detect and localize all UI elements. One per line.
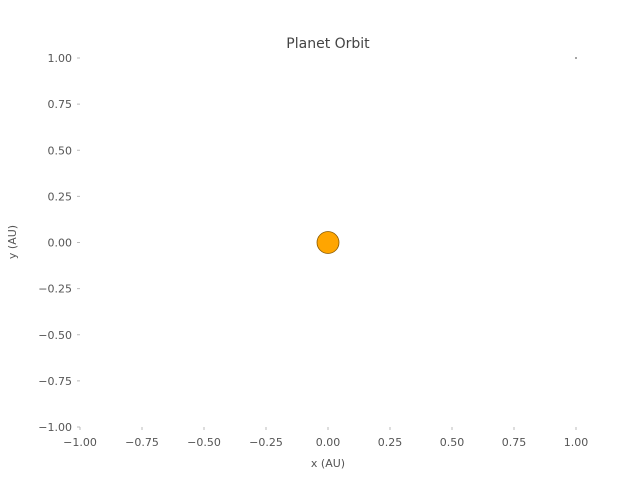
y-tick-label: −0.25 xyxy=(38,283,72,296)
x-tick-label: 0.00 xyxy=(316,436,341,449)
x-axis: −1.00 −0.75 −0.50 −0.25 0.00 0.25 0.50 0.75 1.00 xyxy=(63,427,588,449)
planet-marker xyxy=(575,57,577,59)
data-points xyxy=(316,57,577,254)
y-tick-label: 1.00 xyxy=(48,52,73,65)
x-tick-label: −0.25 xyxy=(249,436,283,449)
x-tick-label: −1.00 xyxy=(63,436,97,449)
y-axis: −1.00 −0.75 −0.50 −0.25 0.00 0.25 0.50 0.75 1.00 xyxy=(38,52,80,434)
x-tick-label: 0.50 xyxy=(440,436,465,449)
y-tick-label: −1.00 xyxy=(38,421,72,434)
chart-title: Planet Orbit xyxy=(286,36,370,52)
y-tick-label: 0.75 xyxy=(48,98,73,111)
y-tick-label: −0.75 xyxy=(38,375,72,388)
y-tick-label: −0.50 xyxy=(38,329,72,342)
y-tick-label: 0.00 xyxy=(48,237,73,250)
x-axis-label: x (AU) xyxy=(311,457,345,470)
x-tick-label: −0.75 xyxy=(125,436,159,449)
x-tick-label: 0.25 xyxy=(378,436,403,449)
y-axis-label: y (AU) xyxy=(6,225,19,259)
star-marker xyxy=(316,231,340,254)
x-tick-label: −0.50 xyxy=(187,436,221,449)
x-tick-label: 0.75 xyxy=(502,436,527,449)
y-tick-label: 0.50 xyxy=(48,144,73,157)
y-tick-label: 0.25 xyxy=(48,190,73,203)
x-tick-label: 1.00 xyxy=(564,436,589,449)
